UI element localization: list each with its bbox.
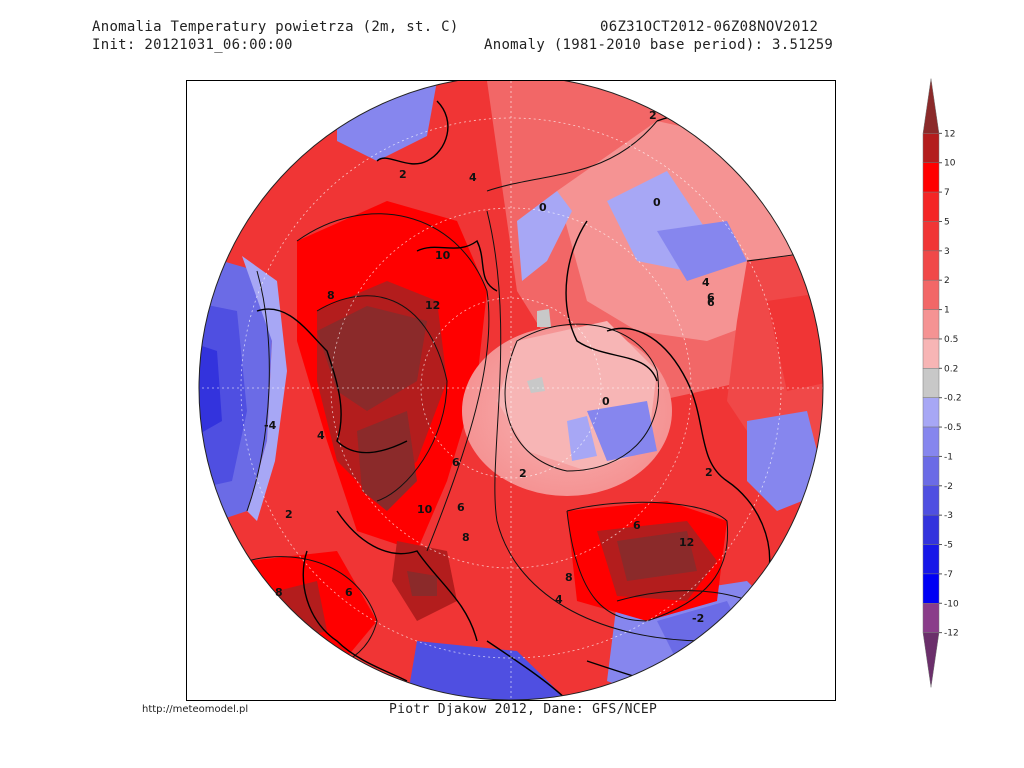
colorbar-tick-label: 1 [944,306,950,316]
credit-line: Piotr Djakow 2012, Dane: GFS/NCEP [389,702,658,717]
contour-label: 10 [435,249,451,262]
contour-label: -2 [692,612,704,625]
colorbar-swatch [922,221,940,252]
map-disc-edge [198,81,824,700]
colorbar-tick-label: -7 [944,570,953,580]
colorbar-tick-label: 0.2 [944,364,958,374]
contour-label: 8 [565,571,573,584]
mean-anomaly: Anomaly (1981-2010 base period): 3.51259 [484,37,834,53]
colorbar-tick-label: -1 [944,452,953,462]
contour-label: -4 [264,419,277,432]
colorbar-tick-label: -5 [944,541,953,551]
graticule [199,81,823,700]
colorbar-tick-label: 2 [944,276,950,286]
colorbar-swatch [922,338,940,369]
colorbar-tick-label: -10 [944,599,959,609]
contour-label: 2 [649,109,657,122]
contour-label: 12 [425,299,440,312]
contour-label: 2 [705,466,713,479]
contour-label: 2 [399,168,407,181]
colorbar-tick-label: -12 [944,629,959,639]
colorbar-swatch [922,162,940,193]
colorbar-tick-label: -0.5 [944,423,962,433]
colorbar-swatch [922,514,940,545]
colorbar-tick-label: -2 [944,482,953,492]
colorbar-tick-label: 5 [944,217,950,227]
contour-label: 8 [327,289,335,302]
colorbar-legend: 12 10 7 5 3 2 1 0.5 0.2 -0.2 -0.5 -1 -2 -3 -5 -7 -10 -12 [922,78,962,688]
contour-label: 6 [633,519,641,532]
colorbar-swatch [922,309,940,340]
colorbar-tick-label: 3 [944,247,950,257]
contour-label: 0 [602,395,610,408]
colorbar-swatch [922,426,940,457]
colorbar-swatch [922,573,940,604]
colorbar-swatch [922,632,940,688]
colorbar-swatch [922,456,940,487]
colorbar-swatch [922,279,940,310]
contour-label: 4 [702,276,710,289]
contour-label: 0 [653,196,661,209]
colorbar-tick-label: 12 [944,129,955,139]
contour-label: 6 [707,291,715,304]
map-frame: 2 4 10 8 12 6 4 0 -4 2 6 10 8 6 8 6 2 12 6 8 4 2 -2 0 2 0 4 6 [186,80,836,701]
colorbar-tick-label: -0.2 [944,394,962,404]
colorbar-swatch [922,397,940,428]
contour-label: 6 [457,501,465,514]
contour-label: 6 [345,586,353,599]
colorbar-swatch [922,133,940,163]
colorbar-swatch [922,78,940,134]
contour-label: 4 [317,429,325,442]
contour-label: 4 [555,593,563,606]
coastlines [256,100,823,700]
contour-label: 12 [679,536,694,549]
colorbar-swatch [922,191,940,222]
contour-label: 6 [452,456,460,469]
colorbar-tick-label: 0.5 [944,335,958,345]
contour-label: 2 [285,508,293,521]
contour-label: 0 [539,201,547,214]
colorbar-tick-label: 7 [944,188,950,198]
colorbar-swatch [922,250,940,281]
contour-label: 8 [462,531,470,544]
source-url[interactable]: http://meteomodel.pl [142,704,249,715]
contour-label: 10 [417,503,433,516]
colorbar-swatch [922,368,940,398]
colorbar-tick-label: -3 [944,511,953,521]
init-time: Init: 20121031_06:00:00 [92,37,293,53]
contour-label: 6 [707,296,715,309]
contour-label: 8 [275,586,283,599]
colorbar-swatch [922,544,940,575]
colorbar-swatch [922,603,940,633]
colorbar-tick-label: 10 [944,159,956,169]
colorbar-swatch [922,485,940,516]
contour-label: 4 [469,171,477,184]
contour-label: 2 [519,467,527,480]
map-title: Anomalia Temperatury powietrza (2m, st. … [92,19,459,35]
forecast-period: 06Z31OCT2012-06Z08NOV2012 [600,19,819,35]
